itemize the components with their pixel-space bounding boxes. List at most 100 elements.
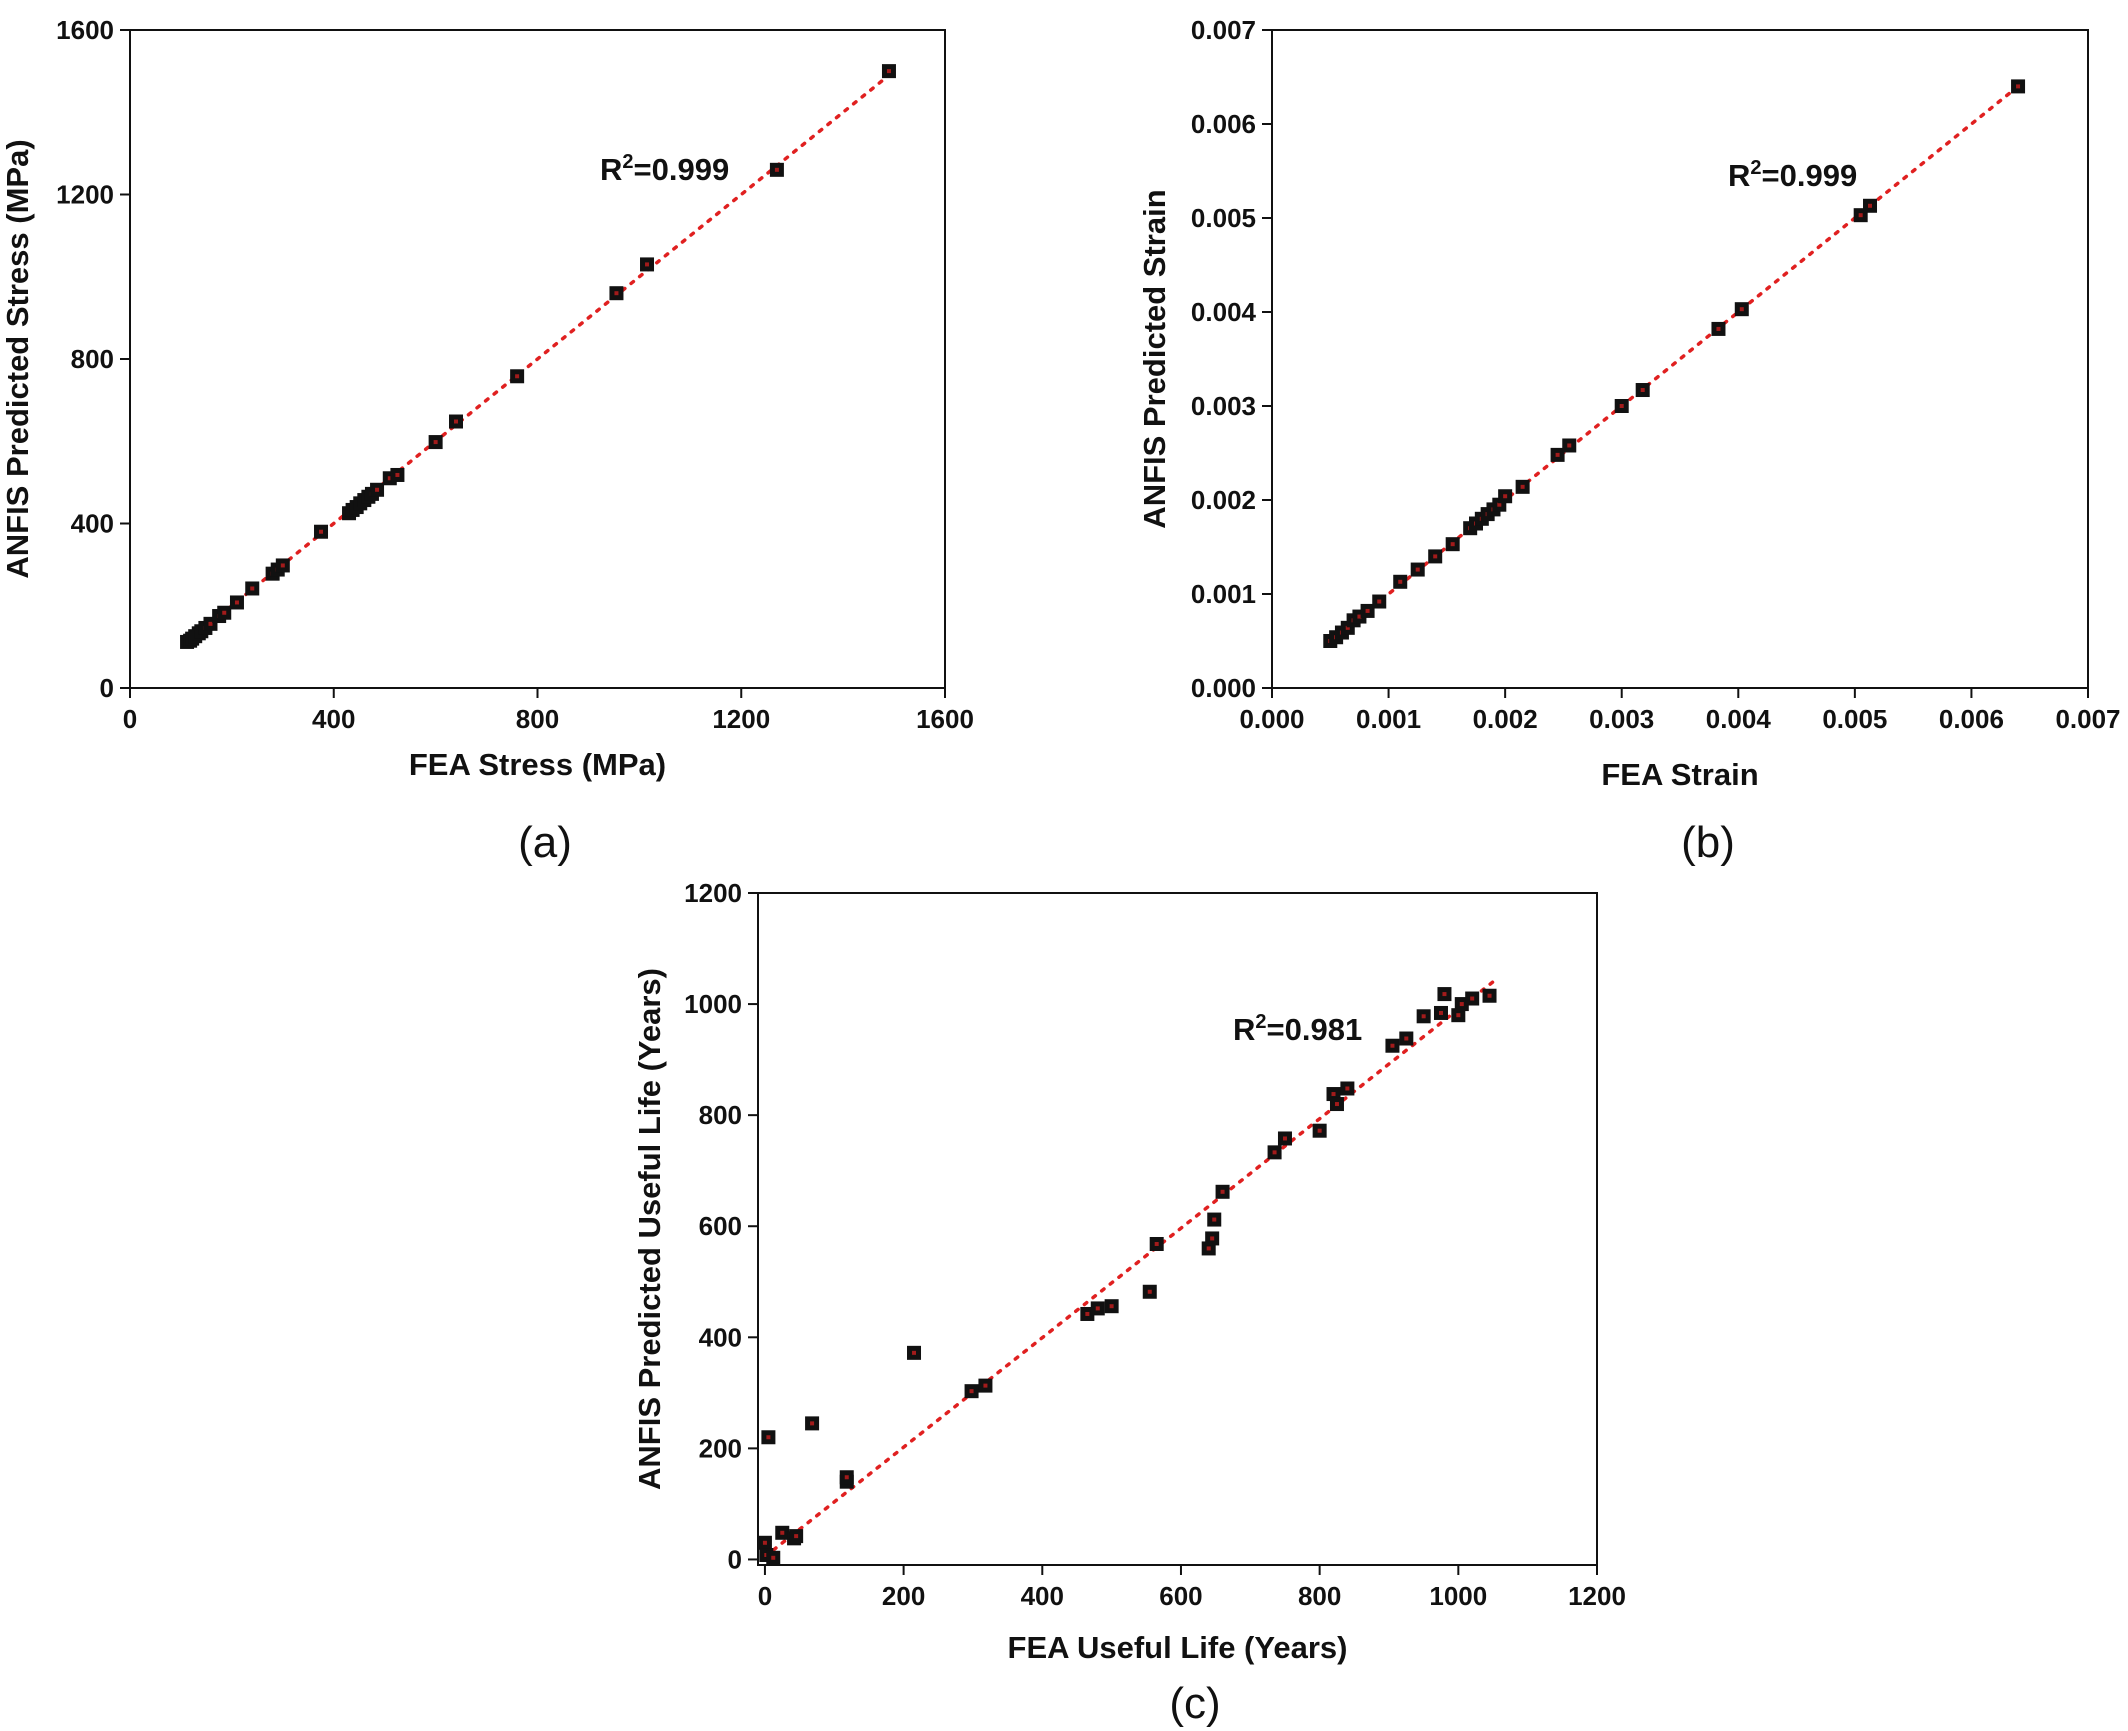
data-point-fit-overlay [1421,1014,1426,1019]
y-tick-label: 0.002 [1191,485,1256,515]
data-point-fit-overlay [1357,614,1362,619]
data-point-fit-overlay [208,621,213,626]
data-point-fit-overlay [614,291,619,296]
chart-panel-1: 0 400 800 1200 1600 0 400 800 1200 1600 FEA Stress… [0,15,974,867]
data-point-fit-overlay [1377,599,1382,604]
fit-line [1328,84,2020,643]
data-point-fit-overlay [1212,1217,1217,1222]
data-point-fit-overlay [387,476,392,481]
panel-label: (a) [518,818,572,867]
data-point-fit-overlay [1085,1311,1090,1316]
r-squared-value: =0.981 [1267,1012,1363,1047]
x-tick-label: 800 [1298,1581,1341,1611]
data-point-fit-overlay [433,440,438,445]
data-point-fit-overlay [844,1475,849,1480]
y-axis-title: ANFIS Predicted Useful Life (Years) [632,968,667,1490]
data-point-fit-overlay [319,529,324,534]
data-point-fit-overlay [1470,996,1475,1001]
y-tick-label: 0.007 [1191,15,1256,45]
r-squared-base: R [1728,158,1750,193]
y-tick-label: 400 [699,1322,742,1352]
x-tick-label: 0.001 [1356,704,1421,734]
data-point-fit-overlay [1716,326,1721,331]
data-point-fit-overlay [1415,567,1420,572]
data-point-fit-overlay [774,167,779,172]
r-squared-annotation: R2=0.999 [600,151,729,187]
x-tick-label: 400 [312,704,355,734]
data-point-fit-overlay [454,419,458,424]
data-point-fit-overlay [794,1534,799,1539]
data-point-fit-overlay [1567,443,1572,448]
data-point-fit-overlay [1109,1304,1114,1309]
x-tick-label: 0.007 [2055,704,2120,734]
data-point-fit-overlay [1390,1043,1395,1048]
data-point-fit-overlay [1456,1013,1461,1018]
data-point-fit-overlay [234,600,239,605]
data-point-fit-overlay [886,69,891,74]
r-squared-base: R [600,152,622,187]
y-tick-label: 1000 [684,989,742,1019]
x-tick-label: 0.002 [1473,704,1538,734]
y-tick-label: 600 [699,1211,742,1241]
data-point-fit-overlay [1497,502,1502,507]
r-squared-sup: 2 [1750,157,1761,179]
data-point-fit-overlay [375,487,380,492]
data-point-fit-overlay [1147,1289,1152,1294]
data-point-fit-overlay [810,1421,815,1426]
data-point-fit-overlay [1459,1002,1464,1007]
r-squared-value: =0.999 [634,152,730,187]
data-point-fit-overlay [1154,1241,1159,1246]
data-points [1323,79,2026,648]
y-tick-label: 1600 [56,15,114,45]
data-point-fit-overlay [1220,1189,1225,1194]
plot-frame [757,892,1598,1566]
data-point-fit-overlay [771,1555,776,1560]
y-tick-label: 0.004 [1191,297,1257,327]
x-tick-label: 1200 [712,704,770,734]
r-squared-annotation: R2=0.981 [1233,1011,1362,1047]
r-squared-sup: 2 [1255,1011,1266,1033]
y-tick-label: 400 [71,509,114,539]
x-tick-label: 0.000 [1239,704,1304,734]
data-point-fit-overlay [1640,388,1645,393]
data-point-fit-overlay [1272,1150,1277,1155]
data-point-fit-overlay [780,1530,785,1535]
data-point-fit-overlay [983,1383,988,1388]
data-point-fit-overlay [222,610,227,615]
x-tick-label: 0 [758,1581,772,1611]
y-axis-title: ANFIS Predicted Stress (MPa) [0,139,35,578]
data-point-fit-overlay [1739,307,1744,312]
y-tick-label: 1200 [684,878,742,908]
data-point-fit-overlay [1398,579,1403,584]
data-point-fit-overlay [762,1540,767,1545]
x-tick-label: 0.004 [1706,704,1772,734]
x-axis-title: FEA Strain [1601,757,1758,792]
r-squared-value: =0.999 [1762,158,1858,193]
y-tick-label: 0.001 [1191,579,1256,609]
y-tick-label: 200 [699,1433,742,1463]
y-tick-label: 800 [699,1100,742,1130]
data-point-fit-overlay [1095,1306,1100,1311]
x-tick-label: 0.003 [1589,704,1654,734]
x-tick-label: 400 [1021,1581,1064,1611]
r-squared-base: R [1233,1012,1255,1047]
data-point-fit-overlay [1282,1136,1287,1141]
x-tick-label: 800 [516,704,559,734]
data-point-fit-overlay [1858,213,1863,218]
data-point-fit-overlay [1331,1092,1336,1097]
data-point-fit-overlay [2016,84,2021,89]
data-point-fit-overlay [1206,1246,1211,1251]
data-point-fit-overlay [1433,554,1438,559]
y-tick-label: 0.000 [1191,673,1256,703]
data-point-fit-overlay [912,1350,917,1355]
chart-panel-3: 0 200 400 600 800 1000 1200 0 200 400 600 800 1000 12… [632,878,1626,1728]
x-axis-title: FEA Stress (MPa) [409,747,666,782]
data-point-fit-overlay [1334,1102,1339,1107]
data-point-fit-overlay [1503,494,1508,499]
data-point-fit-overlay [1868,203,1873,208]
panel-label: (c) [1169,1679,1220,1728]
data-point-fit-overlay [1345,625,1350,630]
y-tick-label: 1200 [56,180,114,210]
data-point-fit-overlay [395,472,400,477]
